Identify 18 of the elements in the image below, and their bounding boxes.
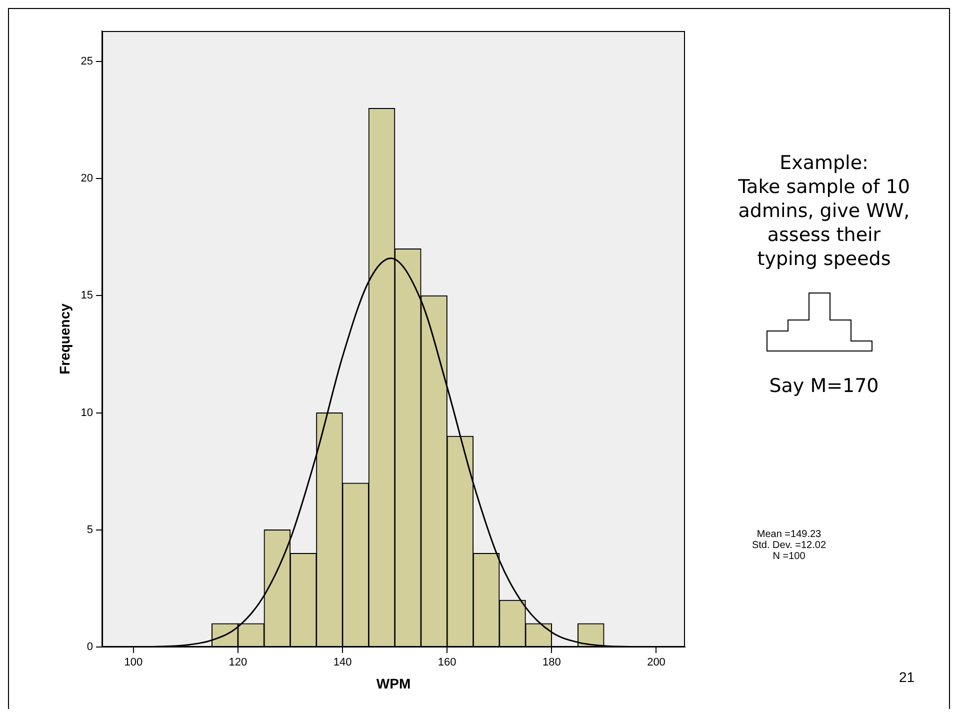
y-tick-label: 15 xyxy=(80,290,94,302)
x-tick-label: 180 xyxy=(542,656,561,669)
x-tick-label: 200 xyxy=(647,656,666,669)
x-tick-label: 100 xyxy=(124,656,143,669)
x-tick-label: 160 xyxy=(438,656,456,669)
text: Example: Take sample of 10 admins, give WW, assess their typing speeds xyxy=(737,151,911,271)
y-tick-label: 10 xyxy=(80,406,94,419)
y-axis-title: Frequency xyxy=(56,303,72,374)
x-tick-label: 140 xyxy=(333,656,352,669)
text: 21 xyxy=(899,669,915,685)
y-tick-label: 5 xyxy=(86,524,94,536)
x-tick-label: 120 xyxy=(228,656,248,669)
x-axis-title: WPM xyxy=(376,675,411,692)
y-tick-label: 25 xyxy=(80,55,94,68)
text: Mean =149.23 Std. Dev. =12.02 N =100 xyxy=(750,529,828,562)
y-tick-label: 0 xyxy=(86,641,94,654)
y-tick-label: 20 xyxy=(80,172,94,185)
text: Say M=170 xyxy=(768,375,880,397)
